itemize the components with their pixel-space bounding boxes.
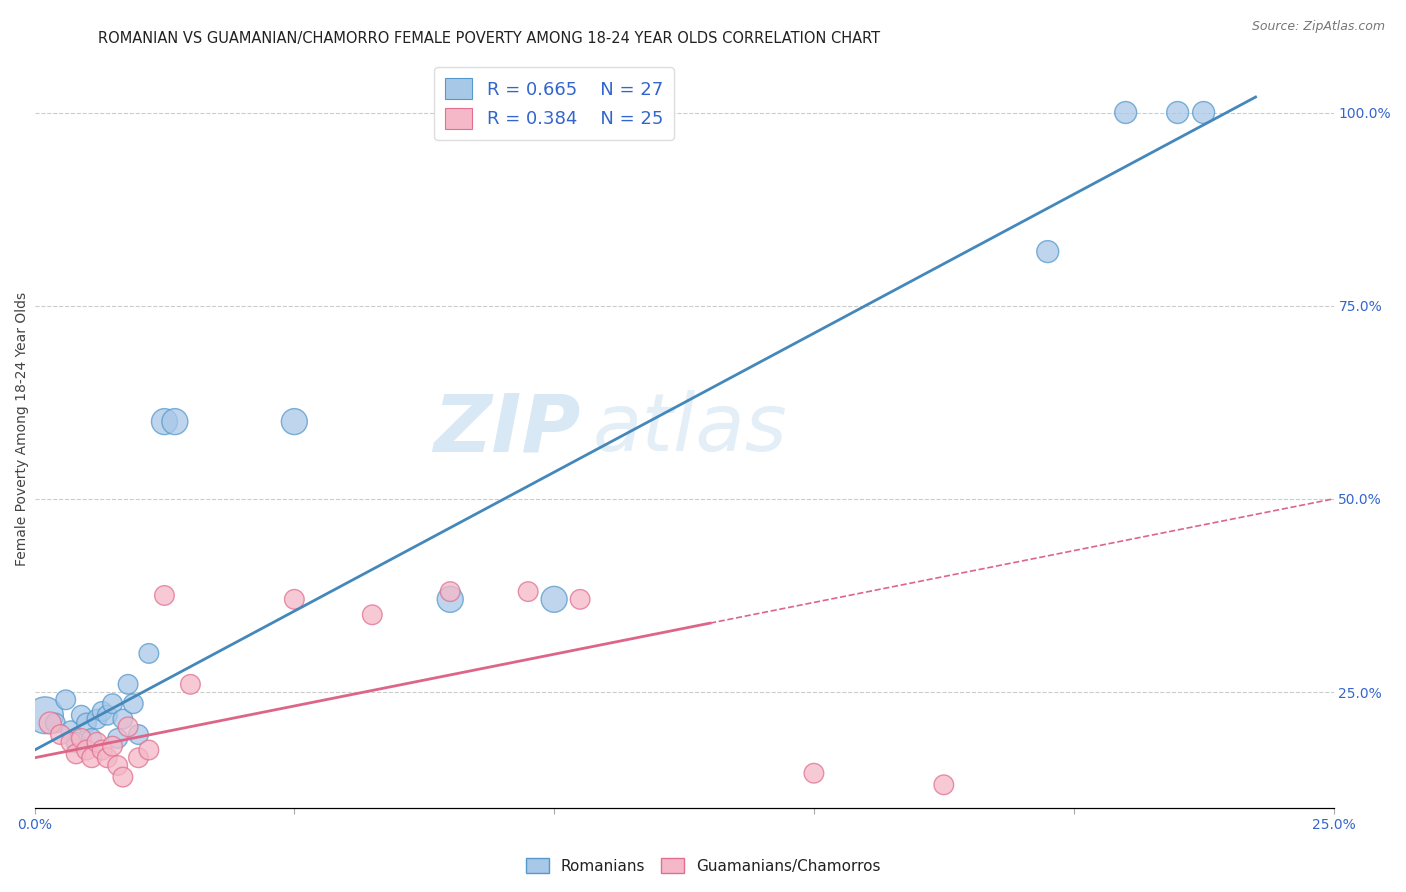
Point bbox=[96, 708, 118, 723]
Point bbox=[96, 751, 118, 765]
Point bbox=[101, 697, 124, 711]
Point bbox=[932, 778, 955, 792]
Point bbox=[1192, 105, 1215, 120]
Point bbox=[111, 712, 134, 726]
Point bbox=[153, 589, 176, 603]
Point bbox=[44, 716, 66, 731]
Point bbox=[91, 705, 114, 719]
Point bbox=[91, 743, 114, 757]
Point bbox=[127, 751, 149, 765]
Point bbox=[111, 770, 134, 784]
Point bbox=[517, 584, 540, 599]
Point bbox=[138, 743, 160, 757]
Point bbox=[59, 735, 82, 749]
Point bbox=[107, 758, 129, 772]
Point bbox=[283, 415, 305, 429]
Point bbox=[65, 735, 87, 749]
Point bbox=[1115, 105, 1137, 120]
Point bbox=[122, 697, 145, 711]
Point bbox=[439, 584, 461, 599]
Point bbox=[107, 731, 129, 746]
Point bbox=[117, 677, 139, 691]
Point bbox=[101, 739, 124, 754]
Point bbox=[80, 731, 103, 746]
Text: atlas: atlas bbox=[593, 391, 787, 468]
Point bbox=[283, 592, 305, 607]
Text: Source: ZipAtlas.com: Source: ZipAtlas.com bbox=[1251, 20, 1385, 33]
Point bbox=[39, 716, 62, 731]
Point bbox=[569, 592, 592, 607]
Point bbox=[439, 592, 461, 607]
Point bbox=[70, 731, 93, 746]
Point bbox=[803, 766, 825, 780]
Point bbox=[1036, 244, 1059, 259]
Point bbox=[76, 743, 98, 757]
Point bbox=[127, 728, 149, 742]
Text: ZIP: ZIP bbox=[433, 391, 581, 468]
Point bbox=[76, 716, 98, 731]
Legend: Romanians, Guamanians/Chamorros: Romanians, Guamanians/Chamorros bbox=[520, 852, 886, 880]
Point bbox=[86, 712, 108, 726]
Point bbox=[1167, 105, 1189, 120]
Y-axis label: Female Poverty Among 18-24 Year Olds: Female Poverty Among 18-24 Year Olds bbox=[15, 293, 30, 566]
Legend: R = 0.665    N = 27, R = 0.384    N = 25: R = 0.665 N = 27, R = 0.384 N = 25 bbox=[434, 67, 673, 140]
Point bbox=[49, 728, 72, 742]
Text: ROMANIAN VS GUAMANIAN/CHAMORRO FEMALE POVERTY AMONG 18-24 YEAR OLDS CORRELATION : ROMANIAN VS GUAMANIAN/CHAMORRO FEMALE PO… bbox=[98, 31, 880, 46]
Point bbox=[34, 708, 56, 723]
Point bbox=[138, 647, 160, 661]
Point bbox=[80, 751, 103, 765]
Point bbox=[55, 693, 77, 707]
Point bbox=[543, 592, 565, 607]
Point bbox=[361, 607, 384, 622]
Point bbox=[86, 735, 108, 749]
Point bbox=[117, 720, 139, 734]
Point bbox=[179, 677, 201, 691]
Point bbox=[153, 415, 176, 429]
Point bbox=[65, 747, 87, 761]
Point bbox=[163, 415, 186, 429]
Point bbox=[70, 708, 93, 723]
Point bbox=[59, 723, 82, 738]
